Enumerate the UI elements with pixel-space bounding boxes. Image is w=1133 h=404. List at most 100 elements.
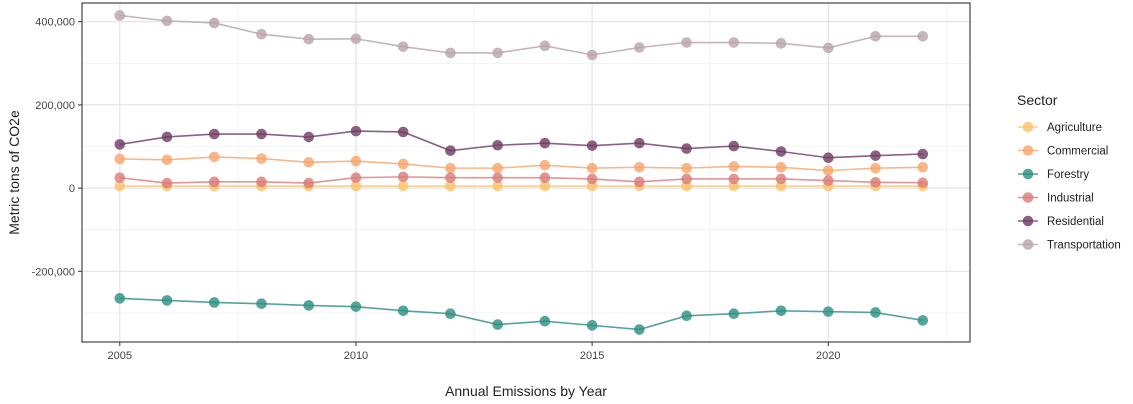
- series-industrial: [114, 171, 929, 189]
- data-point-industrial: [256, 176, 267, 188]
- data-point-commercial: [208, 151, 220, 163]
- data-point-industrial: [775, 173, 787, 185]
- legend-item-agriculture: Agriculture: [1018, 121, 1102, 134]
- data-point-forestry: [634, 324, 645, 335]
- data-point-residential: [208, 128, 220, 140]
- data-point-industrial: [350, 172, 362, 183]
- data-point-commercial: [775, 162, 787, 173]
- data-point-industrial: [539, 172, 551, 183]
- series-line-industrial: [119, 176, 923, 184]
- data-point-agriculture: [397, 180, 409, 192]
- legend-marker-residential: [1022, 215, 1034, 227]
- x-axis-title: Annual Emissions by Year: [445, 383, 607, 399]
- data-point-commercial: [917, 162, 929, 173]
- data-point-forestry: [822, 306, 834, 317]
- data-point-transportation: [870, 30, 881, 42]
- data-point-agriculture: [492, 180, 503, 192]
- legend-marker-industrial: [1022, 192, 1034, 203]
- data-point-transportation: [256, 28, 267, 40]
- plot-background: [82, 3, 970, 342]
- data-point-residential: [539, 137, 551, 149]
- x-tick-label: 2015: [580, 350, 604, 362]
- data-point-residential: [397, 126, 409, 138]
- y-axis-title: Metric tons of CO2e: [6, 110, 22, 235]
- data-point-commercial: [586, 162, 598, 174]
- data-point-forestry: [586, 320, 598, 331]
- data-point-industrial: [586, 173, 598, 185]
- y-axis: 400,000 200,000 0 -200,000: [32, 17, 82, 278]
- data-point-industrial: [303, 177, 315, 189]
- data-point-forestry: [114, 293, 126, 304]
- data-point-commercial: [634, 162, 645, 173]
- data-point-forestry: [492, 319, 503, 330]
- data-point-commercial: [870, 162, 881, 174]
- data-point-forestry: [445, 308, 456, 320]
- data-point-residential: [728, 140, 740, 152]
- data-point-industrial: [917, 177, 929, 188]
- data-point-transportation: [917, 30, 929, 42]
- data-point-residential: [634, 137, 645, 149]
- data-point-forestry: [161, 295, 173, 306]
- series-line-transportation: [119, 14, 923, 56]
- data-point-agriculture: [539, 180, 551, 192]
- data-point-industrial: [492, 172, 503, 183]
- data-point-residential: [822, 152, 834, 164]
- data-point-transportation: [492, 47, 503, 59]
- data-point-transportation: [681, 37, 692, 48]
- plot-border: [81, 2, 971, 343]
- x-axis: 2005 2010 2015 2020: [108, 342, 841, 362]
- x-tick-label: 2020: [816, 350, 840, 362]
- data-point-commercial: [681, 162, 692, 174]
- y-tick-label: 200,000: [35, 100, 75, 112]
- series-line-residential: [119, 130, 923, 159]
- series-forestry: [114, 293, 929, 335]
- y-tick-label: -200,000: [32, 266, 75, 278]
- data-point-industrial: [681, 173, 692, 185]
- data-point-agriculture: [114, 180, 126, 192]
- data-point-forestry: [775, 305, 787, 317]
- data-point-commercial: [728, 161, 740, 172]
- data-point-commercial: [303, 157, 315, 168]
- x-tick-label: 2010: [344, 350, 368, 362]
- legend-label-commercial: Commercial: [1047, 146, 1108, 158]
- series-line-commercial: [119, 156, 923, 172]
- data-point-forestry: [539, 315, 551, 327]
- y-tick-label: 400,000: [35, 17, 75, 29]
- data-point-residential: [303, 131, 315, 143]
- data-point-forestry: [397, 305, 409, 317]
- data-point-forestry: [303, 300, 315, 311]
- data-point-transportation: [303, 33, 315, 45]
- data-point-commercial: [539, 159, 551, 171]
- series-layer: [114, 10, 929, 335]
- data-point-transportation: [539, 40, 551, 52]
- data-point-residential: [681, 143, 692, 154]
- data-point-forestry: [917, 315, 929, 326]
- data-point-transportation: [397, 41, 409, 52]
- data-point-commercial: [492, 162, 503, 174]
- data-point-residential: [917, 148, 929, 160]
- legend-marker-agriculture: [1022, 121, 1034, 133]
- legend-item-residential: Residential: [1018, 215, 1104, 228]
- data-point-industrial: [870, 176, 881, 188]
- data-point-transportation: [114, 10, 126, 21]
- data-point-industrial: [634, 176, 645, 188]
- data-point-industrial: [445, 172, 456, 183]
- data-point-transportation: [586, 49, 598, 61]
- series-residential: [114, 125, 929, 164]
- data-point-transportation: [161, 15, 173, 27]
- legend-label-industrial: Industrial: [1047, 193, 1094, 205]
- data-point-agriculture: [445, 180, 456, 192]
- data-point-commercial: [822, 165, 834, 176]
- data-point-residential: [586, 140, 598, 151]
- data-point-industrial: [114, 172, 126, 183]
- data-point-industrial: [822, 175, 834, 186]
- data-point-residential: [445, 145, 456, 156]
- y-tick-label: 0: [69, 183, 75, 195]
- data-point-residential: [350, 125, 362, 137]
- legend-item-industrial: Industrial: [1018, 192, 1094, 205]
- data-point-forestry: [256, 298, 267, 310]
- legend-title: Sector: [1017, 92, 1058, 108]
- legend-item-forestry: Forestry: [1018, 168, 1089, 181]
- legend-marker-forestry: [1022, 168, 1034, 180]
